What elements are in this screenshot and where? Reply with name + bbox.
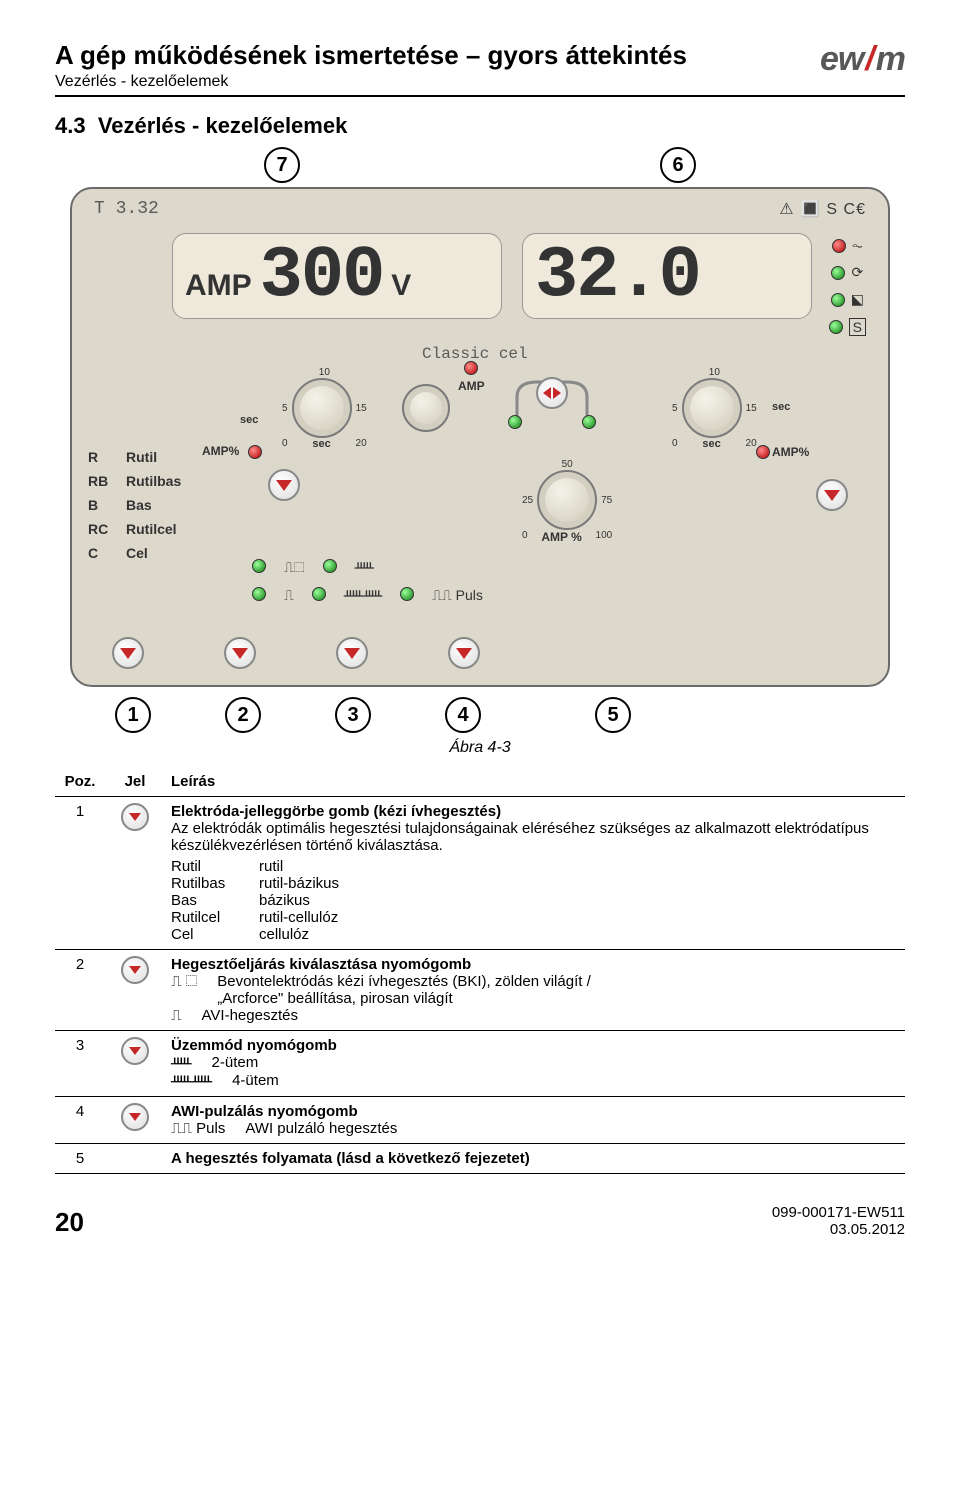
pulse-icon: ⎍⎍ Puls bbox=[171, 1120, 225, 1137]
mode-icons-row2: ⎍ ᚊᚊ ⎍⎍ Puls bbox=[252, 587, 483, 604]
four-stroke-icon: ᚊᚊ bbox=[171, 1072, 212, 1090]
control-panel: T 3.32 ⚠ 🔳 S C€ AMP 300 V 32.0 Classic c… bbox=[70, 187, 890, 687]
callout-6: 6 bbox=[660, 147, 696, 183]
electrode-list: RRutil RBRutilbas BBas RCRutilcel CCel bbox=[88, 449, 181, 569]
button-icon bbox=[121, 956, 149, 984]
doc-date: 03.05.2012 bbox=[772, 1221, 905, 1238]
push-buttons-row bbox=[112, 637, 480, 669]
btn-2[interactable] bbox=[224, 637, 256, 669]
btn-1[interactable] bbox=[112, 637, 144, 669]
led-ampp-left bbox=[248, 445, 262, 459]
nav-button[interactable] bbox=[536, 377, 568, 409]
page-title: A gép működésének ismertetése – gyors át… bbox=[55, 40, 687, 71]
page-header: A gép működésének ismertetése – gyors át… bbox=[55, 40, 905, 97]
button-icon bbox=[121, 1037, 149, 1065]
page-number: 20 bbox=[55, 1207, 84, 1238]
table-row: 4 AWI-pulzálás nyomógomb ⎍⎍ PulsAWI pulz… bbox=[55, 1097, 905, 1144]
table-row: 2 Hegesztőeljárás kiválasztása nyomógomb… bbox=[55, 950, 905, 1031]
page-footer: 20 099-000171-EW511 03.05.2012 bbox=[55, 1204, 905, 1238]
callout-7: 7 bbox=[264, 147, 300, 183]
amp-display: AMP 300 V bbox=[172, 233, 502, 319]
button-icon bbox=[121, 803, 149, 831]
dial-left-group: 10 5 15 0 sec 20 bbox=[282, 367, 367, 450]
section-heading: 4.3 Vezérlés - kezelőelemek bbox=[55, 113, 905, 139]
button-icon bbox=[121, 1103, 149, 1131]
figure-caption: Ábra 4-3 bbox=[55, 739, 905, 757]
led-amp-center bbox=[464, 361, 478, 375]
description-table: Poz. Jel Leírás 1 Elektróda-jelleggörbe … bbox=[55, 767, 905, 1174]
two-stroke-icon: ᚊ bbox=[171, 1054, 192, 1072]
page-subtitle: Vezérlés - kezelőelemek bbox=[55, 73, 687, 91]
volt-display: 32.0 bbox=[522, 233, 812, 319]
btn-right-mid[interactable] bbox=[816, 479, 848, 511]
callout-row-bottom: 1 2 3 4 5 bbox=[115, 697, 905, 733]
table-row: 3 Üzemmód nyomógomb ᚊ2-ütem ᚊᚊ4-ütem bbox=[55, 1031, 905, 1097]
btn-3[interactable] bbox=[336, 637, 368, 669]
bki-icon: ⎍ ⬚ bbox=[171, 973, 197, 990]
classic-label: Classic cel bbox=[422, 345, 528, 363]
doc-number: 099-000171-EW511 bbox=[772, 1204, 905, 1221]
table-row: 5 A hegesztés folyamata (lásd a következ… bbox=[55, 1144, 905, 1174]
brand-logo: ew/m bbox=[820, 40, 905, 79]
btn-4[interactable] bbox=[448, 637, 480, 669]
dial-sec-left[interactable] bbox=[292, 378, 352, 438]
dial-right-group: 10 5 15 0 sec 20 bbox=[672, 367, 757, 450]
mode-icons-row1: ⎍⬚ ᚊ bbox=[252, 559, 374, 576]
knob-center[interactable] bbox=[402, 384, 450, 432]
btn-left-mid[interactable] bbox=[268, 469, 300, 501]
dial-amp-percent[interactable]: 50 25 75 0 AMP % 100 bbox=[522, 459, 612, 544]
status-leds: ⏦ ⟳ ⬕ S bbox=[829, 237, 866, 336]
model-label: T 3.32 bbox=[94, 199, 159, 219]
avi-icon: ⎍ bbox=[171, 1007, 182, 1024]
led-ampp-right bbox=[756, 445, 770, 459]
table-row: 1 Elektróda-jelleggörbe gomb (kézi ívheg… bbox=[55, 797, 905, 950]
dial-sec-right[interactable] bbox=[682, 378, 742, 438]
compliance-icons: ⚠ 🔳 S C€ bbox=[779, 199, 866, 219]
